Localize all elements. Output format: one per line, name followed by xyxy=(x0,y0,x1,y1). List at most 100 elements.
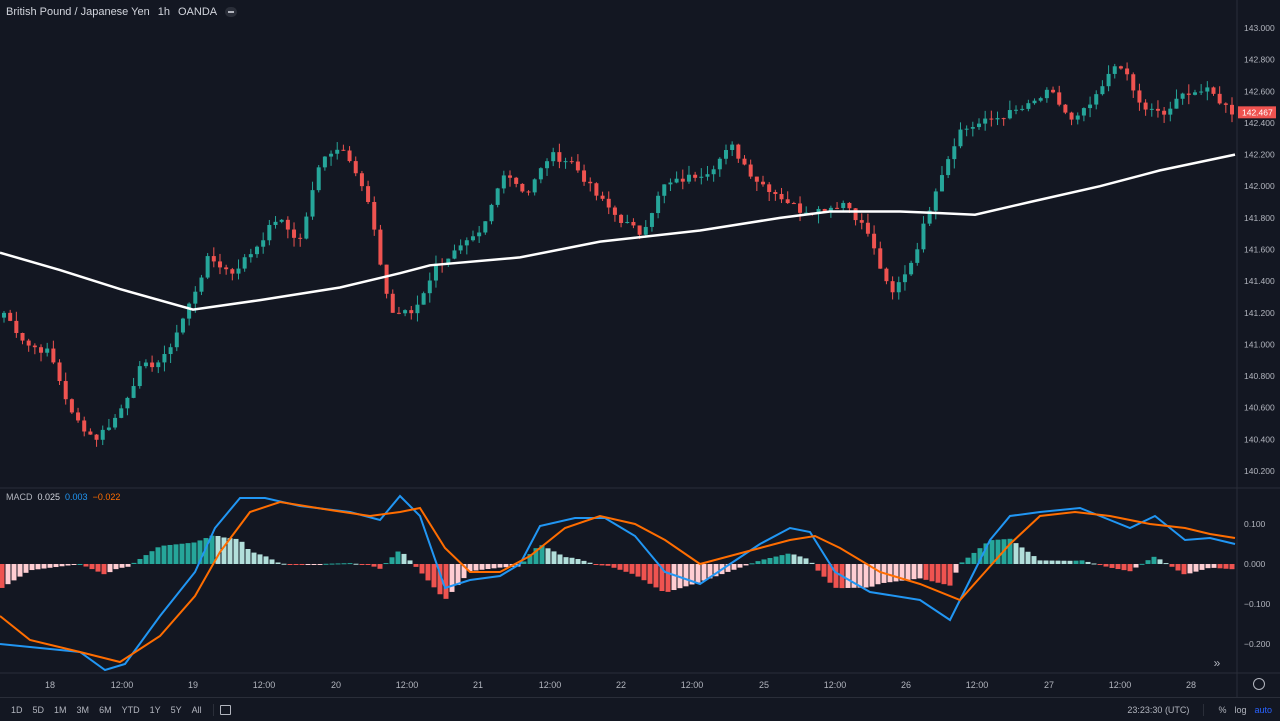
candle-body xyxy=(717,158,722,170)
auto-toggle[interactable]: auto xyxy=(1254,704,1272,715)
histogram-bar xyxy=(893,564,899,582)
time-tick-label: 12:00 xyxy=(824,680,847,690)
candle-body xyxy=(76,412,81,421)
histogram-bar xyxy=(1127,564,1133,572)
candle-body xyxy=(859,220,864,223)
candle-body xyxy=(261,240,266,247)
price-tick-label: 143.000 xyxy=(1244,23,1275,33)
histogram-bar xyxy=(143,555,149,564)
clock-time[interactable]: 23:23:30 (UTC) xyxy=(1127,704,1190,715)
collapse-icon[interactable] xyxy=(225,7,238,17)
candle-body xyxy=(1001,118,1006,120)
candle-body xyxy=(1051,89,1056,93)
candle-body xyxy=(187,303,192,319)
candle-body xyxy=(495,188,500,205)
candle-body xyxy=(69,399,74,413)
calendar-icon[interactable] xyxy=(219,704,231,715)
candle-body xyxy=(143,362,148,367)
candle-body xyxy=(396,312,401,314)
candle-body xyxy=(1131,74,1136,91)
range-1m-button[interactable]: 1M xyxy=(54,704,67,715)
histogram-bar xyxy=(1199,564,1205,570)
histogram-bar xyxy=(1193,564,1199,572)
histogram-bar xyxy=(239,541,245,564)
macd-legend[interactable]: MACD 0.025 0.003 −0.022 xyxy=(6,492,120,502)
candle-body xyxy=(909,262,914,275)
time-tick-label: 22 xyxy=(616,680,626,690)
symbol-name[interactable]: British Pound / Japanese Yen xyxy=(6,6,150,18)
candle-body xyxy=(508,175,513,178)
histogram-bar xyxy=(737,564,743,568)
candle-body xyxy=(699,176,704,178)
histogram-bar xyxy=(443,564,449,599)
range-6m-button[interactable]: 6M xyxy=(99,704,112,715)
candle-body xyxy=(705,174,710,177)
time-axis[interactable]: 18 12:00 19 12:00 20 12:00 21 12:00 22 12:00 25 12:… xyxy=(45,680,1196,690)
candle-body xyxy=(199,277,204,292)
candle-body xyxy=(267,224,272,241)
histogram-bar xyxy=(887,564,893,583)
histogram-bar xyxy=(563,557,569,564)
range-ytd-button[interactable]: YTD xyxy=(121,704,140,715)
price-axis[interactable]: 143.000 142.800 142.600 142.400 142.200 142.0… xyxy=(1244,23,1275,476)
histogram-bar xyxy=(845,564,851,588)
histogram-bar xyxy=(917,564,923,579)
candle-body xyxy=(113,417,118,428)
candle-body xyxy=(106,427,111,430)
candle-body xyxy=(458,245,463,251)
histogram-bar xyxy=(797,556,803,564)
candle-body xyxy=(983,118,988,124)
range-3m-button[interactable]: 3M xyxy=(76,704,90,715)
scroll-to-realtime-icon[interactable]: » xyxy=(1213,656,1221,670)
histogram-bar xyxy=(173,544,179,564)
candle-body xyxy=(835,207,840,209)
histogram-bar xyxy=(263,556,269,564)
interval-label[interactable]: 1h xyxy=(157,6,170,18)
chart-canvas[interactable]: 143.000 142.800 142.600 142.400 142.200 142.0… xyxy=(0,0,1280,697)
histogram-bar xyxy=(653,564,659,588)
histogram-bar xyxy=(869,564,875,587)
histogram-bar xyxy=(197,540,203,564)
range-all-button[interactable]: All xyxy=(191,704,202,715)
macd-legend-label: MACD xyxy=(6,492,33,502)
histogram-bar xyxy=(1013,543,1019,564)
histogram-bar xyxy=(821,564,827,577)
moving-average-line xyxy=(0,153,1236,311)
candle-body xyxy=(378,229,383,265)
candle-body xyxy=(255,246,260,255)
histogram-bar xyxy=(209,535,215,564)
candle-body xyxy=(902,274,907,283)
histogram-bar xyxy=(599,564,605,566)
histogram-bar xyxy=(779,555,785,564)
histogram-bar xyxy=(761,559,767,564)
divider xyxy=(1203,703,1205,716)
macd-axis[interactable]: 0.100 0.000 −0.100 −0.200 xyxy=(1244,519,1271,649)
range-5y-button[interactable]: 5Y xyxy=(170,704,182,715)
histogram-bar xyxy=(545,548,551,564)
range-1d-button[interactable]: 1D xyxy=(11,704,23,715)
range-1y-button[interactable]: 1Y xyxy=(149,704,161,715)
candle-body xyxy=(779,193,784,200)
histogram-bar xyxy=(383,563,389,565)
histogram-bar xyxy=(743,564,749,566)
candle-body xyxy=(884,268,889,282)
candle-body xyxy=(754,176,759,182)
log-toggle[interactable]: log xyxy=(1234,704,1247,715)
range-5d-button[interactable]: 5D xyxy=(32,704,45,715)
candle-body xyxy=(656,195,661,214)
candle-body xyxy=(1088,104,1093,109)
histogram-bar xyxy=(605,564,611,566)
candle-body xyxy=(242,257,247,269)
histogram-bar xyxy=(5,564,11,585)
histogram-bar xyxy=(233,538,239,564)
candle-body xyxy=(1162,110,1167,115)
histogram-bar xyxy=(971,552,977,564)
macd-tick-label: 0.000 xyxy=(1244,559,1266,569)
signal-line xyxy=(0,500,1236,664)
last-price-text: 142.467 xyxy=(1242,107,1273,117)
settings-gear-icon[interactable] xyxy=(1253,678,1265,690)
percent-toggle[interactable]: % xyxy=(1218,704,1227,715)
price-tick-label: 142.200 xyxy=(1244,150,1275,160)
histogram-bar xyxy=(785,553,791,564)
histogram-bar xyxy=(593,564,599,565)
